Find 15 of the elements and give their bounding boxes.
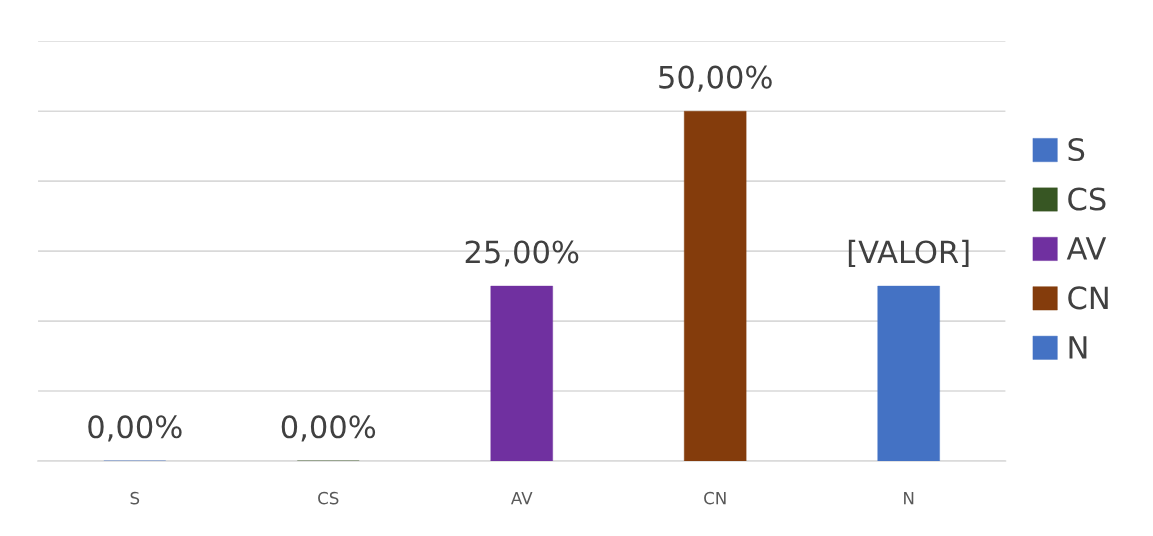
x-tick-label: CN	[704, 491, 726, 505]
x-tick-label: S	[130, 491, 140, 505]
legend-label: CN	[1068, 286, 1108, 310]
data-label: 0,00%	[281, 415, 376, 442]
x-tick-label: CS	[318, 491, 339, 505]
data-label: [VALOR]	[848, 239, 969, 268]
legend-label: AV	[1066, 237, 1107, 260]
legend-label: CS	[1068, 187, 1106, 211]
x-tick-label: N	[904, 492, 914, 505]
data-label: 0,00%	[88, 415, 182, 442]
data-label: 50,00%	[659, 65, 772, 92]
legend-label: N	[1069, 336, 1087, 359]
legend-label: S	[1068, 138, 1085, 162]
x-tick-label: AV	[510, 492, 533, 505]
data-label: 25,00%	[465, 240, 579, 267]
